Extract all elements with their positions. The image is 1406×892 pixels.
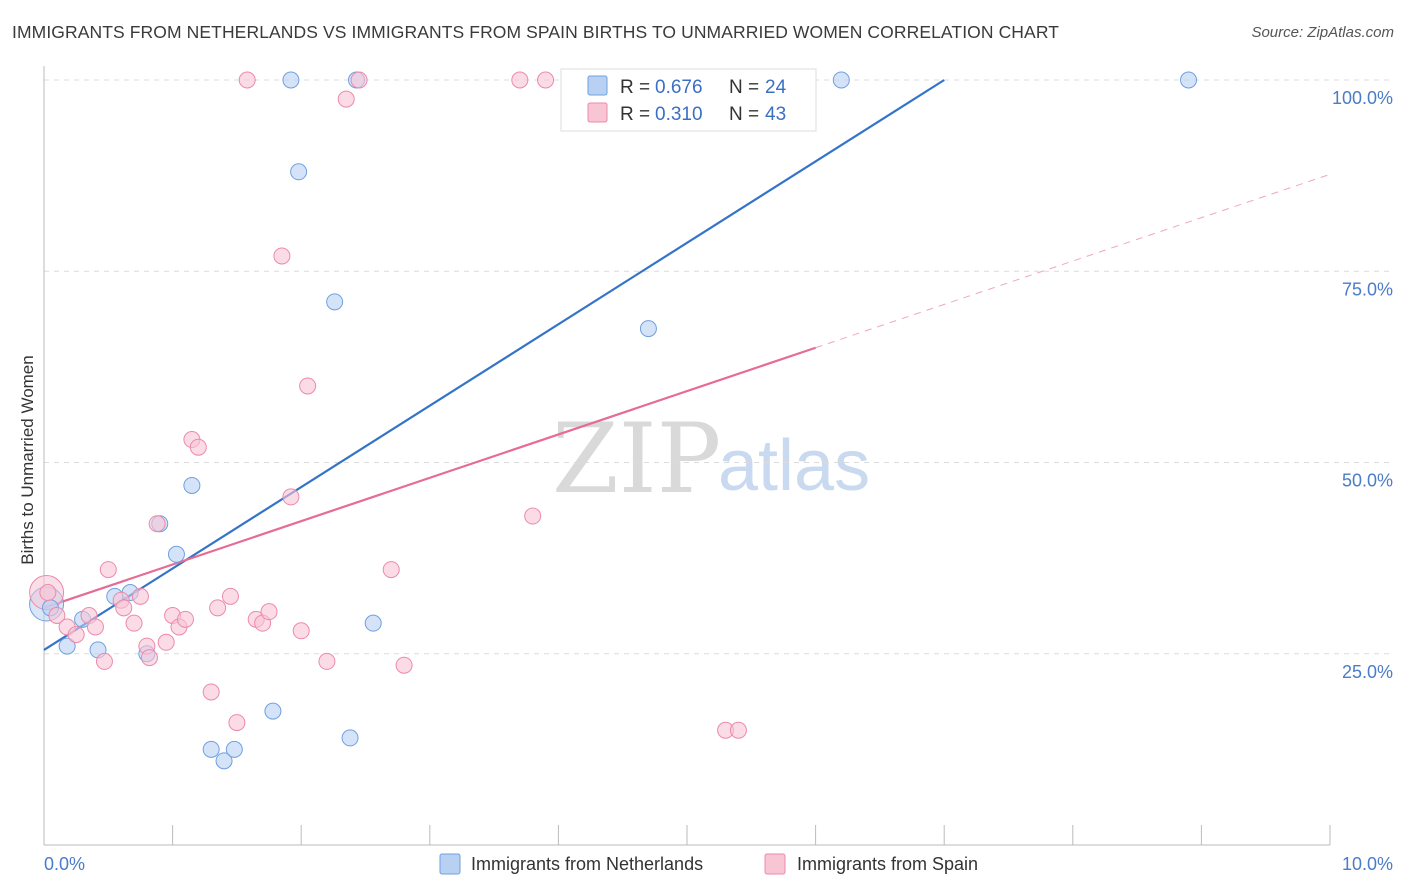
point-s0-1 — [58, 637, 76, 655]
point-s1-25 — [238, 71, 256, 89]
point-s0-15 — [290, 163, 308, 181]
point-s0-19 — [364, 614, 382, 632]
bottom-legend-label-netherlands: Immigrants from Netherlands — [471, 854, 703, 874]
bottom-legend-swatch-spain — [764, 853, 786, 875]
y-axis-title: Births to Unmarried Women — [18, 355, 37, 564]
point-s1-28 — [260, 603, 278, 621]
point-s1-9 — [115, 599, 133, 617]
x-tick-label-min: 0.0% — [44, 854, 85, 874]
chart-source: Source: ZipAtlas.com — [1251, 24, 1394, 41]
bottom-legend-label-spain: Immigrants from Spain — [797, 854, 978, 874]
point-s1-23 — [221, 587, 239, 605]
point-s1-20 — [189, 438, 207, 456]
point-s1-15 — [157, 633, 175, 651]
point-s1-38 — [511, 71, 529, 89]
point-s1-34 — [337, 90, 355, 108]
point-s1-7 — [99, 561, 117, 579]
y-tick-labels: 25.0% 50.0% 75.0% 100.0% — [1332, 88, 1393, 682]
point-s1-11 — [131, 587, 149, 605]
point-s1-33 — [318, 652, 336, 670]
point-s1-13 — [140, 649, 158, 667]
point-s0-14 — [282, 71, 300, 89]
point-s0-22 — [832, 71, 850, 89]
trend-line-0 — [43, 79, 945, 651]
point-s0-9 — [183, 476, 201, 494]
point-s1-24 — [228, 714, 246, 732]
point-s1-6 — [95, 652, 113, 670]
point-s0-11 — [215, 752, 233, 770]
y-tick-label-1: 50.0% — [1342, 471, 1393, 491]
x-tick-label-max: 10.0% — [1342, 854, 1393, 874]
point-s1-31 — [292, 622, 310, 640]
point-s1-30 — [282, 488, 300, 506]
trend-extension-1 — [815, 173, 1331, 349]
legend-r-label-spain: R = — [620, 104, 650, 125]
grid — [44, 79, 1393, 655]
point-s0-12 — [225, 740, 243, 758]
point-s1-36 — [382, 561, 400, 579]
point-s1-10 — [125, 614, 143, 632]
point-s0-10 — [202, 740, 220, 758]
point-s1-18 — [176, 610, 194, 628]
legend-n-value-spain: 43 — [765, 104, 786, 125]
point-s1-29 — [273, 247, 291, 265]
chart-title: IMMIGRANTS FROM NETHERLANDS VS IMMIGRANT… — [12, 22, 1060, 42]
x-tick-labels: 0.0% 10.0% — [44, 854, 1393, 874]
point-s1-39 — [524, 507, 542, 525]
axes — [43, 66, 1331, 846]
bottom-legend: Immigrants from Netherlands Immigrants f… — [439, 853, 978, 875]
point-s1-35 — [350, 71, 368, 89]
point-s1-5 — [86, 618, 104, 636]
watermark-atlas: atlas — [718, 426, 870, 506]
point-s1-22 — [209, 599, 227, 617]
bottom-legend-swatch-netherlands — [439, 853, 461, 875]
data-points — [29, 71, 1198, 770]
point-s1-41 — [729, 721, 747, 739]
legend-r-value-spain: 0.310 — [655, 104, 703, 125]
y-tick-label-2: 75.0% — [1342, 279, 1393, 299]
point-s1-37 — [395, 656, 413, 674]
trend-lines — [43, 79, 1331, 651]
legend-swatch-netherlands — [587, 75, 608, 96]
point-s0-8 — [167, 545, 185, 563]
legend-n-value-netherlands: 24 — [765, 77, 787, 98]
point-s0-16 — [326, 293, 344, 311]
point-s0-23 — [1180, 71, 1198, 89]
point-s1-21 — [202, 683, 220, 701]
legend-r-value-netherlands: 0.676 — [655, 77, 703, 98]
trend-line-1 — [43, 346, 816, 609]
point-s1-32 — [299, 377, 317, 395]
legend: R = 0.676 N = 24 R = 0.310 N = 43 — [560, 68, 817, 132]
legend-r-label-netherlands: R = — [620, 77, 650, 98]
point-s0-20 — [639, 320, 657, 338]
point-s1-14 — [148, 515, 166, 533]
point-s0-13 — [264, 702, 282, 720]
point-s1-1 — [48, 607, 66, 624]
point-s1-0 — [39, 584, 57, 602]
point-s1-3 — [67, 626, 85, 644]
legend-swatch-spain — [587, 102, 608, 123]
point-s1-42 — [537, 71, 555, 89]
y-tick-label-3: 100.0% — [1332, 88, 1393, 108]
legend-n-label-spain: N = — [729, 104, 759, 125]
y-tick-label-0: 25.0% — [1342, 662, 1393, 682]
watermark-zip: ZIP — [552, 403, 721, 515]
legend-n-label-netherlands: N = — [729, 77, 759, 98]
point-s0-17 — [341, 729, 359, 747]
watermark: ZIP atlas — [552, 403, 870, 515]
